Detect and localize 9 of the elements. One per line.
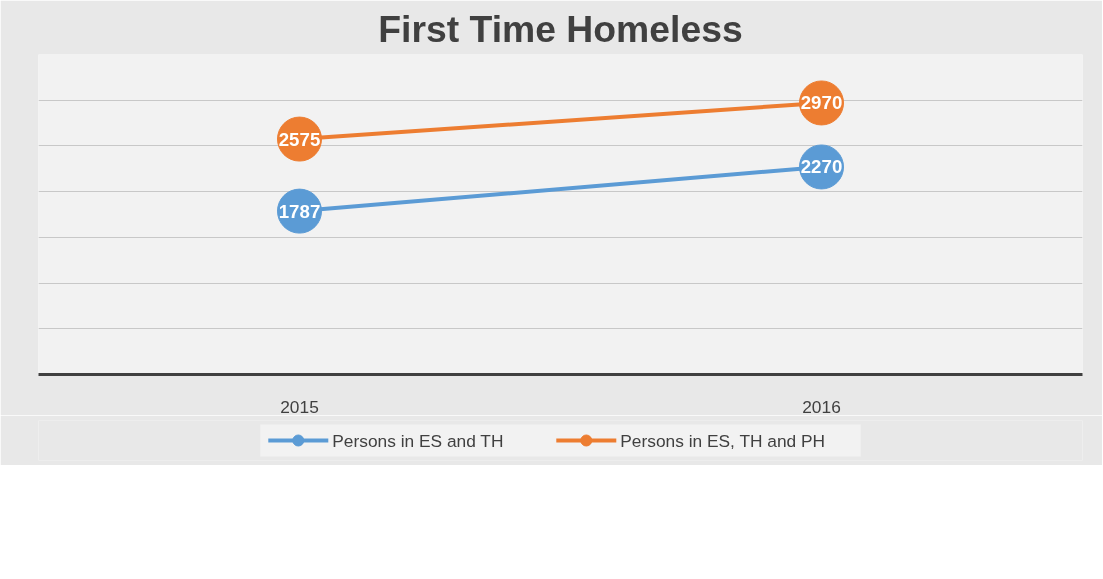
- x-tick-label: 2016: [802, 396, 841, 417]
- data-label: 2970: [800, 92, 843, 114]
- data-label: 2270: [800, 156, 843, 178]
- chart-title: First Time Homeless: [378, 7, 743, 50]
- legend-label: Persons in ES and TH: [332, 430, 504, 451]
- legend-label: Persons in ES, TH and PH: [620, 430, 826, 451]
- x-tick-label: 2015: [280, 396, 319, 417]
- data-label: 1787: [278, 200, 321, 222]
- data-label: 2575: [278, 128, 321, 150]
